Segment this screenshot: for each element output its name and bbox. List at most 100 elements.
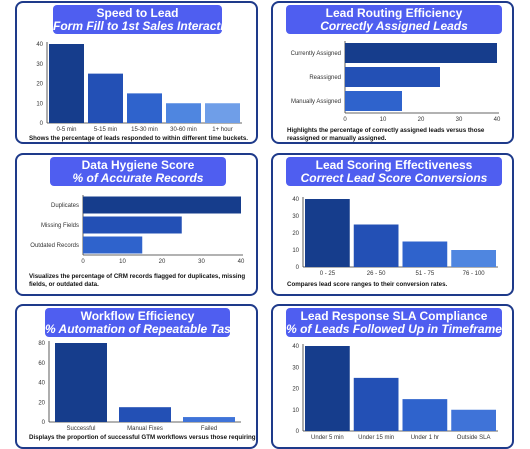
y-tick-label: 40: [292, 197, 299, 203]
bar: [49, 44, 84, 123]
speed-to-lead-banner: Speed to Lead Form Fill to 1st Sales Int…: [53, 5, 239, 34]
bar: [345, 43, 497, 63]
y-tick-label: 80: [38, 341, 45, 347]
workflow-efficiency-title: Workflow Efficiency: [80, 309, 195, 323]
x-tick-label: Outside SLA: [457, 435, 491, 441]
bar: [345, 67, 440, 87]
y-tick-label: 20: [292, 231, 299, 237]
bar: [55, 343, 107, 422]
data-hygiene-banner: Data Hygiene Score % of Accurate Records: [50, 157, 226, 186]
x-tick-label: 40: [238, 259, 245, 265]
x-tick-label: 20: [418, 117, 425, 123]
y-tick-label: 10: [292, 408, 299, 414]
lead-routing-caption: Highlights the percentage of correctly a…: [287, 127, 485, 142]
y-tick-label: 60: [38, 361, 45, 367]
lead-scoring-subtitle: Correct Lead Score Conversions: [300, 171, 488, 185]
bar: [305, 346, 350, 431]
lead-scoring-caption: Compares lead score ranges to their conv…: [287, 281, 448, 288]
speed-to-lead-caption: Shows the percentage of leads responded …: [29, 135, 249, 142]
y-tick-label: 0: [296, 265, 300, 271]
bar: [451, 250, 496, 267]
y-tick-label: Reassigned: [309, 75, 341, 81]
y-tick-label: Currently Assigned: [291, 51, 341, 57]
x-tick-label: 0: [343, 117, 347, 123]
y-tick-label: 30: [36, 62, 43, 68]
sla-compliance-title: Lead Response SLA Compliance: [300, 309, 488, 323]
sla-compliance-subtitle: % of Leads Followed Up in Timeframe: [286, 322, 502, 336]
bar: [83, 196, 241, 214]
x-tick-label: Successful: [66, 426, 95, 432]
lead-scoring-panel: Lead Scoring Effectiveness Correct Lead …: [271, 153, 514, 296]
bar: [402, 241, 448, 267]
y-tick-label: 20: [292, 387, 299, 393]
y-tick-label: 40: [36, 42, 43, 48]
x-tick-label: 40: [494, 117, 501, 123]
bar: [402, 399, 448, 431]
x-tick-label: 51 - 75: [416, 271, 435, 277]
x-tick-label: 76 - 100: [463, 271, 486, 277]
lead-scoring-title: Lead Scoring Effectiveness: [315, 158, 473, 172]
x-tick-label: 1+ hour: [212, 127, 233, 133]
bar: [183, 417, 235, 422]
data-hygiene-title: Data Hygiene Score: [81, 158, 195, 172]
x-tick-label: Failed: [201, 426, 217, 432]
bar: [119, 407, 171, 422]
x-tick-label: Under 1 hr: [411, 435, 439, 441]
lead-routing-chart: 0 10 20 30 40 Currently Assigned Reassigned Man…: [291, 41, 501, 123]
speed-to-lead-subtitle: Form Fill to 1st Sales Interaction: [53, 19, 239, 33]
bar: [83, 216, 182, 234]
x-tick-label: 30-60 min: [170, 127, 197, 133]
x-tick-label: 0: [81, 259, 85, 265]
y-tick-label: 20: [38, 400, 45, 406]
y-tick-label: 40: [292, 344, 299, 350]
sla-compliance-panel: Lead Response SLA Compliance % of Leads …: [271, 304, 514, 449]
bar: [451, 409, 496, 431]
bar: [345, 91, 402, 111]
y-tick-label: 0: [42, 420, 46, 426]
x-tick-label: Manual Fixes: [127, 426, 163, 432]
x-tick-label: 10: [119, 259, 126, 265]
workflow-efficiency-caption: Displays the proportion of successful GT…: [29, 434, 256, 441]
x-tick-label: 26 - 50: [367, 271, 386, 277]
workflow-efficiency-chart: 0 20 40 60 80 Successful Manual Fixes Failed: [38, 341, 241, 432]
x-tick-label: 5-15 min: [94, 127, 117, 133]
x-tick-label: 0-5 min: [56, 127, 76, 133]
y-tick-label: 30: [292, 365, 299, 371]
lead-routing-banner: Lead Routing Efficiency Correctly Assign…: [286, 5, 502, 34]
bar: [83, 236, 143, 254]
x-tick-label: Under 5 min: [311, 435, 344, 441]
lead-scoring-banner: Lead Scoring Effectiveness Correct Lead …: [286, 157, 502, 186]
bar: [353, 377, 399, 431]
bar: [166, 103, 201, 123]
y-tick-label: 10: [36, 101, 43, 107]
bar: [205, 103, 240, 123]
lead-routing-title: Lead Routing Efficiency: [325, 6, 463, 20]
x-tick-label: 30: [198, 259, 205, 265]
data-hygiene-caption: Visualizes the percentage of CRM records…: [29, 273, 246, 288]
y-tick-label: Missing Fields: [41, 223, 79, 229]
x-tick-label: 15-30 min: [131, 127, 158, 133]
sla-compliance-banner: Lead Response SLA Compliance % of Leads …: [286, 308, 502, 337]
y-tick-label: 10: [292, 248, 299, 254]
lead-scoring-chart: 0 10 20 30 40 0 - 25 26 - 50 51 - 75 76 - 100: [292, 197, 498, 277]
speed-to-lead-title: Speed to Lead: [96, 6, 179, 20]
bar: [353, 224, 399, 267]
bar: [305, 199, 350, 267]
y-tick-label: 30: [292, 214, 299, 220]
bar: [88, 73, 123, 123]
y-tick-label: 40: [38, 381, 45, 387]
x-tick-label: 30: [456, 117, 463, 123]
x-tick-label: Under 15 min: [358, 435, 394, 441]
data-hygiene-chart: 0 10 20 30 40 Duplicates Missing Fields Outdate…: [30, 195, 245, 265]
x-tick-label: 10: [380, 117, 387, 123]
y-tick-label: 0: [296, 429, 300, 435]
x-tick-label: 0 - 25: [320, 271, 336, 277]
lead-routing-subtitle: Correctly Assigned Leads: [320, 19, 468, 33]
speed-to-lead-panel: Speed to Lead Form Fill to 1st Sales Int…: [15, 1, 258, 144]
sla-compliance-chart: 0 10 20 30 40 Under 5 min Under 15 min Under 1 …: [292, 344, 498, 441]
y-tick-label: Outdated Records: [30, 243, 79, 249]
data-hygiene-panel: Data Hygiene Score % of Accurate Records…: [15, 153, 258, 296]
y-tick-label: Manually Assigned: [291, 99, 341, 105]
y-tick-label: 0: [40, 121, 44, 127]
lead-routing-panel: Lead Routing Efficiency Correctly Assign…: [271, 1, 514, 144]
